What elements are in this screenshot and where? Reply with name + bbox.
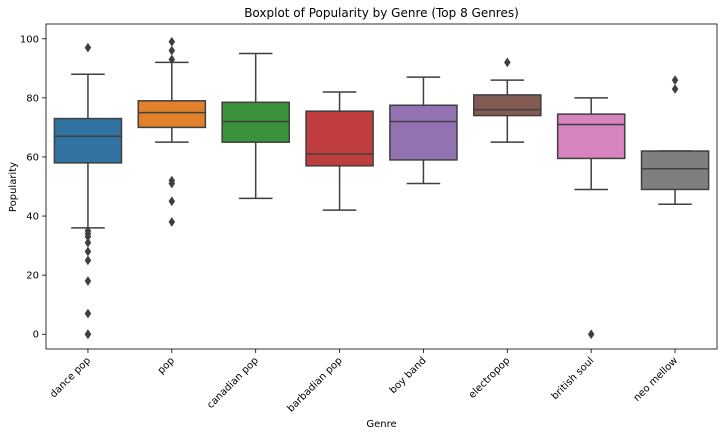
y-tick-label: 20	[26, 271, 39, 282]
x-tick-label: british soul	[550, 355, 597, 402]
outlier-point	[84, 255, 92, 266]
outlier-point	[168, 196, 176, 207]
outlier-point	[84, 246, 92, 257]
x-tick-label: dance pop	[48, 355, 93, 400]
box-barbadian-pop	[305, 110, 374, 167]
outlier-point	[84, 237, 92, 248]
outlier-point	[168, 178, 176, 189]
y-axis-label: Popularity	[8, 162, 19, 212]
chart-title: Boxplot of Popularity by Genre (Top 8 Ge…	[244, 6, 519, 20]
outlier-point	[84, 308, 92, 319]
outlier-point	[84, 329, 92, 340]
box-boy-band	[389, 104, 458, 161]
outlier-point	[168, 45, 176, 56]
box-neo-mellow	[640, 150, 710, 191]
x-tick-label: barbadian pop	[286, 355, 345, 414]
outlier-point	[671, 75, 679, 86]
outlier-point	[587, 329, 595, 340]
x-tick-label: electropop	[467, 355, 512, 400]
x-tick-label: neo mellow	[632, 355, 680, 403]
outlier-point	[671, 84, 679, 94]
y-tick-label: 100	[20, 34, 39, 45]
y-tick-label: 60	[26, 152, 39, 163]
outlier-point	[168, 54, 176, 65]
box-dance-pop	[53, 117, 123, 164]
x-tick-label: canadian pop	[205, 355, 261, 411]
box-british-soul	[556, 113, 626, 160]
box-electropop	[473, 94, 542, 117]
x-axis-label: Genre	[366, 419, 396, 430]
x-tick-label: pop	[156, 355, 177, 376]
outlier-point	[504, 57, 511, 68]
outlier-point	[84, 276, 92, 286]
box-pop	[137, 100, 207, 129]
plot-frame	[45, 23, 718, 350]
outlier-point	[168, 217, 176, 227]
y-tick-label: 80	[26, 93, 39, 104]
outlier-point	[168, 36, 176, 47]
y-tick-label: 0	[33, 330, 39, 341]
outlier-point	[84, 42, 92, 53]
x-tick-label: boy band	[388, 355, 429, 396]
y-tick-label: 40	[26, 212, 39, 223]
